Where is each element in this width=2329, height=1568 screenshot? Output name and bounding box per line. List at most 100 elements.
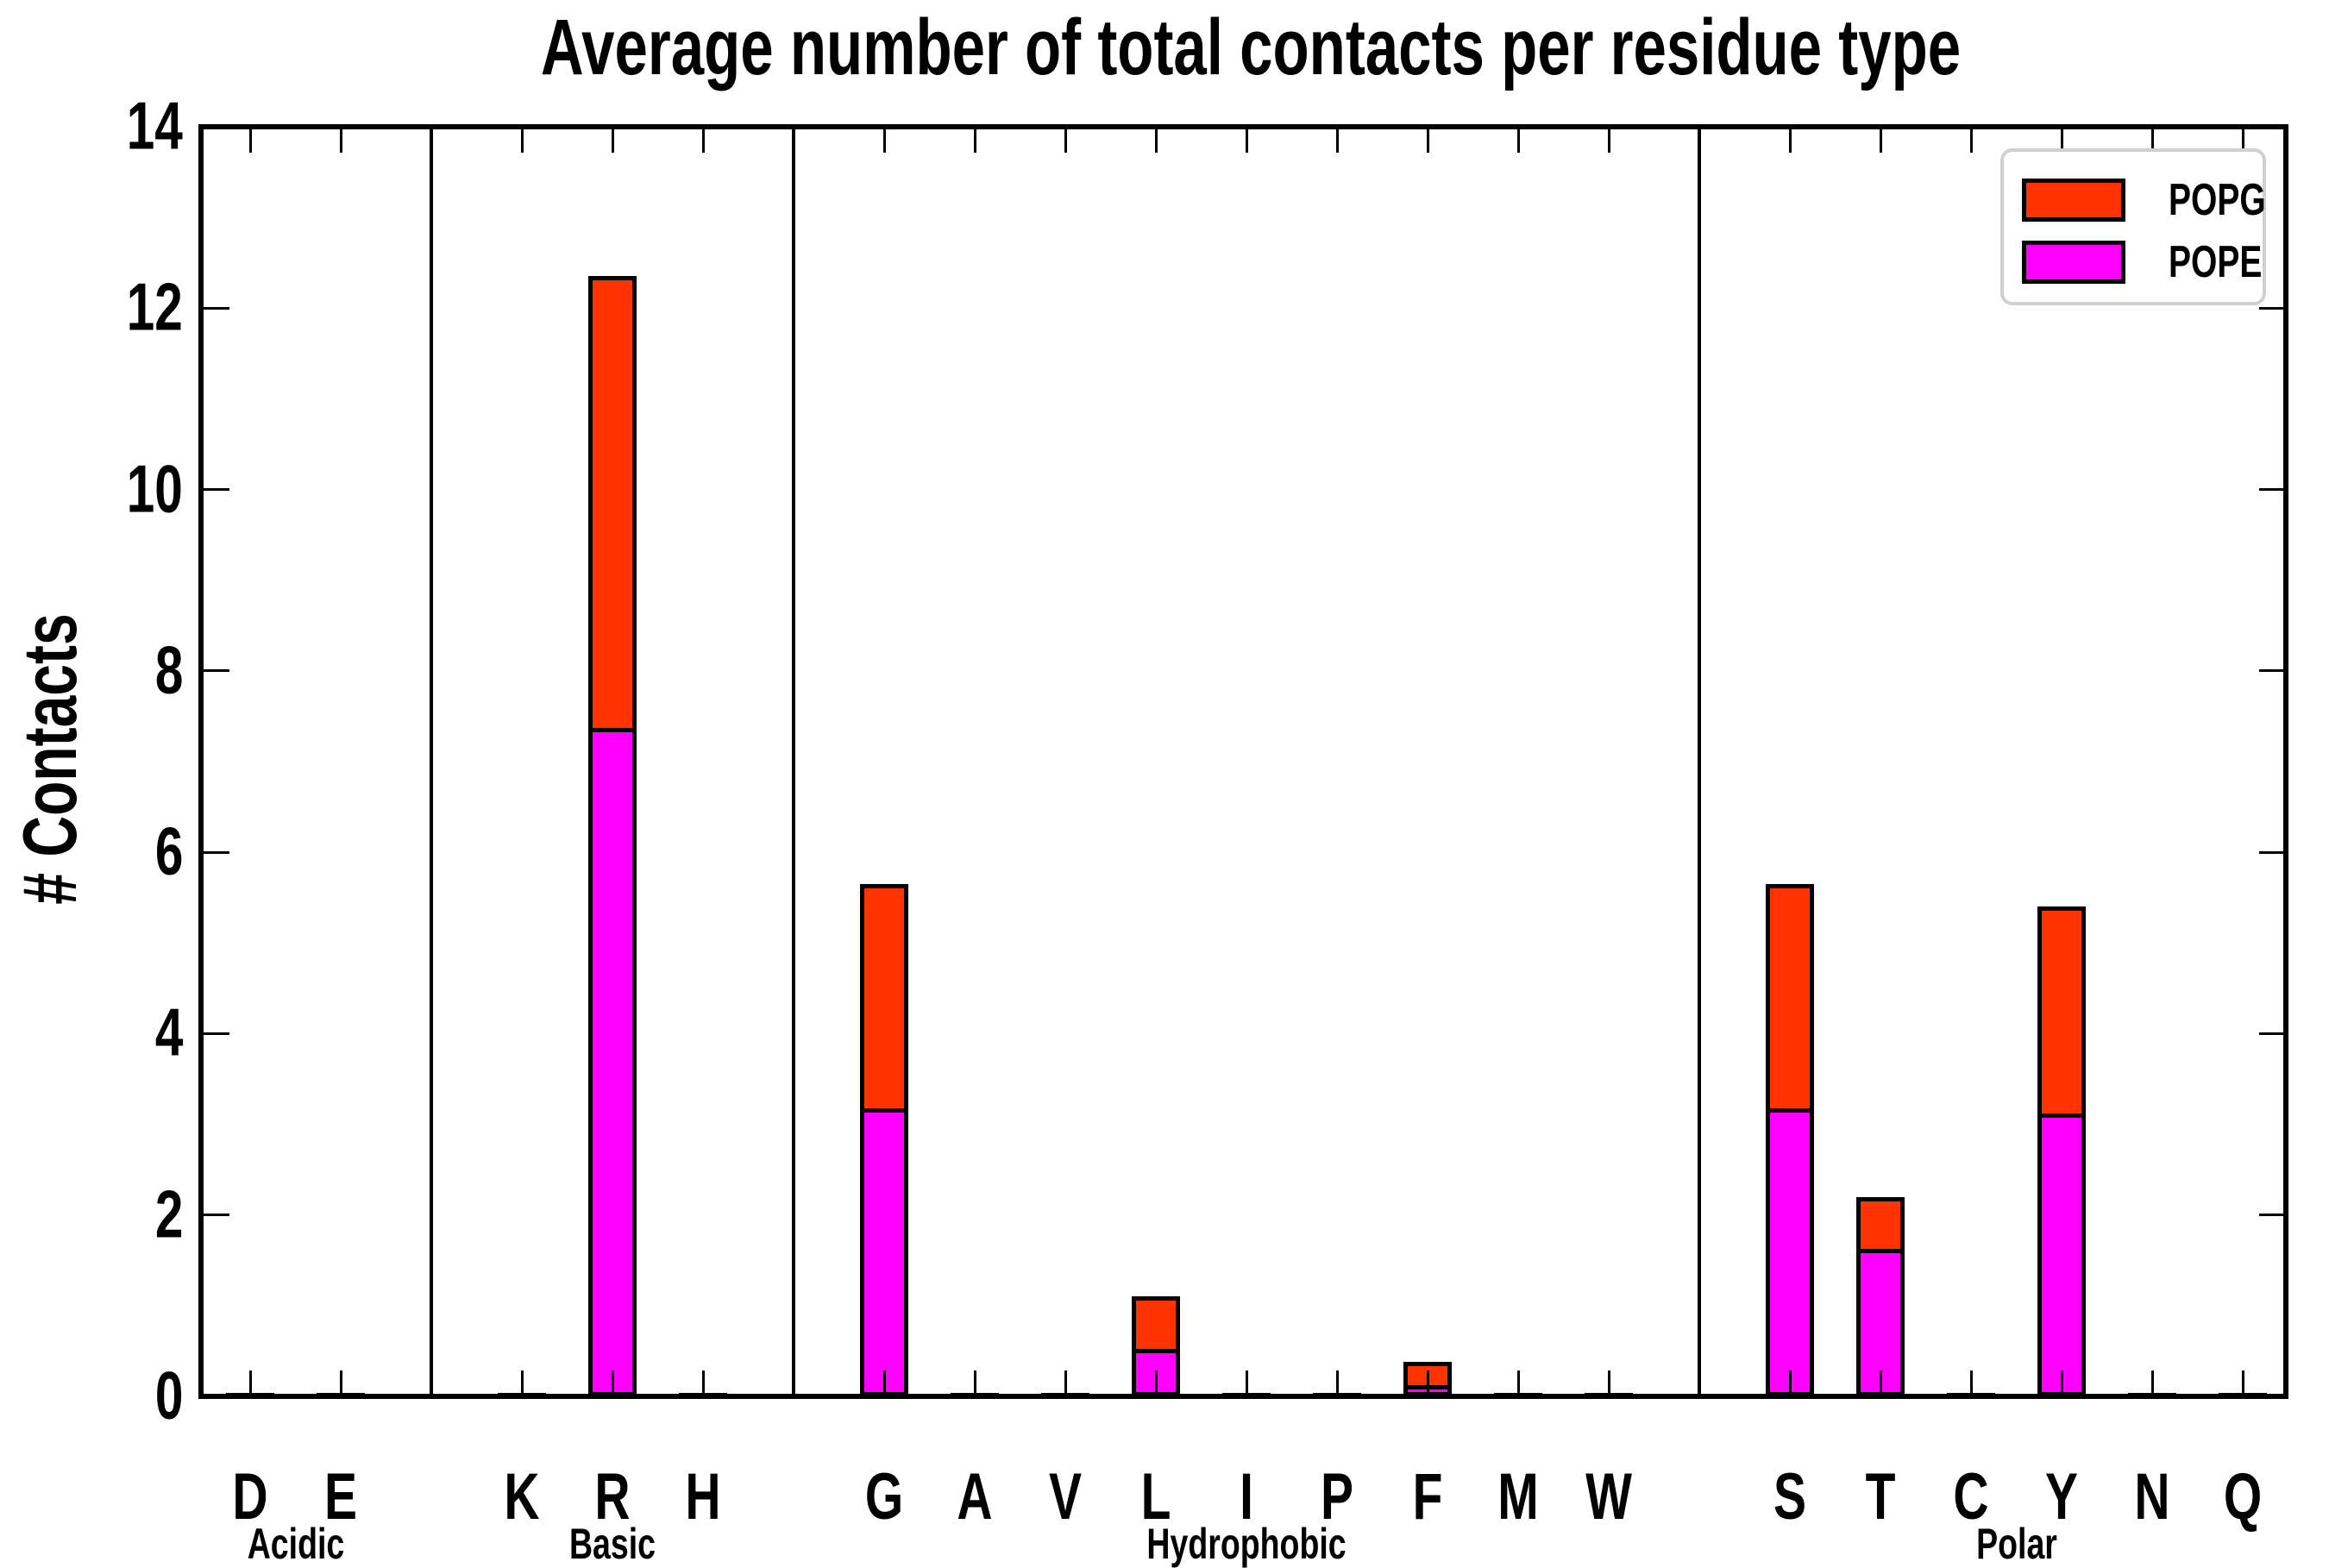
x-tick-top-P [1335, 129, 1339, 153]
group-separator-0 [430, 129, 433, 1394]
bar-G-popg-segment [864, 887, 904, 1109]
x-tick-bottom-C [1969, 1370, 1973, 1394]
bar-K [498, 1392, 546, 1396]
x-tick-label-C: C [1948, 1465, 1995, 1530]
y-tick-label-text: 4 [154, 994, 183, 1070]
y-tick-right-2 [2259, 1214, 2285, 1217]
x-tick-bottom-K [520, 1370, 524, 1394]
x-tick-label-text: R [594, 1460, 631, 1534]
bar-Q [2219, 1392, 2267, 1396]
x-tick-top-N [2150, 129, 2154, 153]
group-label-acidic: Acidic [230, 1522, 360, 1565]
x-tick-top-W [1607, 129, 1610, 153]
bar-T-popg-segment [1861, 1201, 1900, 1250]
group-label-text: Basic [568, 1520, 656, 1568]
plot-frame [198, 124, 2288, 1399]
x-tick-bottom-G [882, 1370, 886, 1394]
group-separator-1 [792, 129, 795, 1394]
x-tick-label-A: A [951, 1465, 999, 1530]
x-tick-label-text: I [1240, 1460, 1253, 1534]
x-tick-label-E: E [319, 1465, 363, 1530]
y-tick-right-14 [2259, 125, 2285, 129]
x-tick-label-text: E [323, 1460, 358, 1534]
x-tick-label-text: D [232, 1460, 268, 1534]
legend-label-popg-text: POPG [2169, 175, 2266, 225]
y-tick-label-text: 10 [126, 450, 183, 527]
x-tick-label-H: H [680, 1465, 727, 1530]
bar-H [679, 1392, 727, 1396]
x-tick-top-G [882, 129, 886, 153]
x-tick-label-F: F [1408, 1465, 1447, 1530]
x-tick-bottom-M [1516, 1370, 1520, 1394]
x-tick-top-T [1879, 129, 1882, 153]
x-tick-top-L [1154, 129, 1158, 153]
x-tick-label-D: D [227, 1465, 274, 1530]
y-tick-left-8 [204, 669, 229, 673]
x-tick-label-Q: Q [2217, 1465, 2268, 1530]
x-tick-label-S: S [1768, 1465, 1812, 1530]
bar-R-popg-segment [593, 280, 632, 728]
x-tick-label-text: W [1585, 1460, 1632, 1534]
bar-A [951, 1392, 999, 1396]
group-label-polar: Polar [1962, 1522, 2070, 1565]
y-tick-right-0 [2259, 1395, 2285, 1398]
y-tick-label-12: 12 [0, 273, 183, 341]
legend-label-pope-text: POPE [2169, 237, 2263, 287]
bar-Y-popg-segment [2042, 911, 2081, 1113]
x-tick-bottom-F [1426, 1370, 1429, 1394]
bar-G [860, 883, 908, 1396]
bar-T-pope-segment [1861, 1253, 1900, 1392]
y-tick-label-text: 8 [154, 631, 183, 708]
legend-label-pope: POPE [2169, 240, 2294, 285]
x-tick-bottom-Y [2060, 1370, 2063, 1394]
group-label-text: Hydrophobic [1146, 1520, 1347, 1568]
x-tick-bottom-T [1879, 1370, 1882, 1394]
x-tick-label-text: G [864, 1460, 904, 1534]
x-tick-top-Y [2060, 129, 2063, 153]
group-label-text: Acidic [247, 1520, 344, 1568]
x-tick-bottom-D [248, 1370, 252, 1394]
legend-swatch-popg [2022, 179, 2125, 222]
y-tick-right-4 [2259, 1032, 2285, 1035]
x-tick-top-Q [2241, 129, 2244, 153]
x-tick-label-text: M [1497, 1460, 1539, 1534]
x-tick-bottom-N [2150, 1370, 2154, 1394]
y-tick-left-4 [204, 1032, 229, 1035]
x-tick-top-C [1969, 129, 1973, 153]
x-tick-label-text: H [685, 1460, 721, 1534]
x-tick-bottom-I [1245, 1370, 1248, 1394]
legend-swatch-pope [2022, 241, 2125, 284]
x-tick-label-W: W [1578, 1465, 1640, 1530]
x-tick-bottom-A [973, 1370, 976, 1394]
legend-row-pope: POPE [2022, 231, 2263, 293]
x-tick-label-Y: Y [2040, 1465, 2084, 1530]
x-tick-top-I [1245, 129, 1248, 153]
legend-row-popg: POPG [2022, 169, 2266, 231]
y-tick-label-text: 12 [126, 268, 183, 345]
x-tick-label-I: I [1237, 1465, 1255, 1530]
x-tick-bottom-V [1064, 1370, 1067, 1394]
y-tick-right-8 [2259, 669, 2285, 673]
y-tick-left-2 [204, 1214, 229, 1217]
x-tick-top-E [339, 129, 342, 153]
x-tick-top-H [701, 129, 705, 153]
y-tick-left-10 [204, 488, 229, 492]
bar-I [1222, 1392, 1271, 1396]
y-tick-left-14 [204, 125, 229, 129]
x-tick-label-V: V [1044, 1465, 1088, 1530]
x-tick-bottom-R [611, 1370, 614, 1394]
x-tick-label-text: S [1773, 1460, 1807, 1534]
bar-M [1494, 1392, 1542, 1396]
bar-R-pope-segment [593, 731, 632, 1392]
bar-P [1313, 1392, 1361, 1396]
x-tick-label-text: Q [2223, 1460, 2263, 1534]
x-tick-label-text: L [1140, 1460, 1171, 1534]
x-tick-bottom-P [1335, 1370, 1339, 1394]
bar-T [1856, 1196, 1905, 1396]
bar-G-pope-segment [864, 1113, 904, 1392]
y-tick-left-6 [204, 850, 229, 854]
x-tick-label-T: T [1861, 1465, 1900, 1530]
x-tick-top-S [1788, 129, 1792, 153]
bar-D [226, 1392, 274, 1396]
x-tick-label-R: R [589, 1465, 637, 1530]
